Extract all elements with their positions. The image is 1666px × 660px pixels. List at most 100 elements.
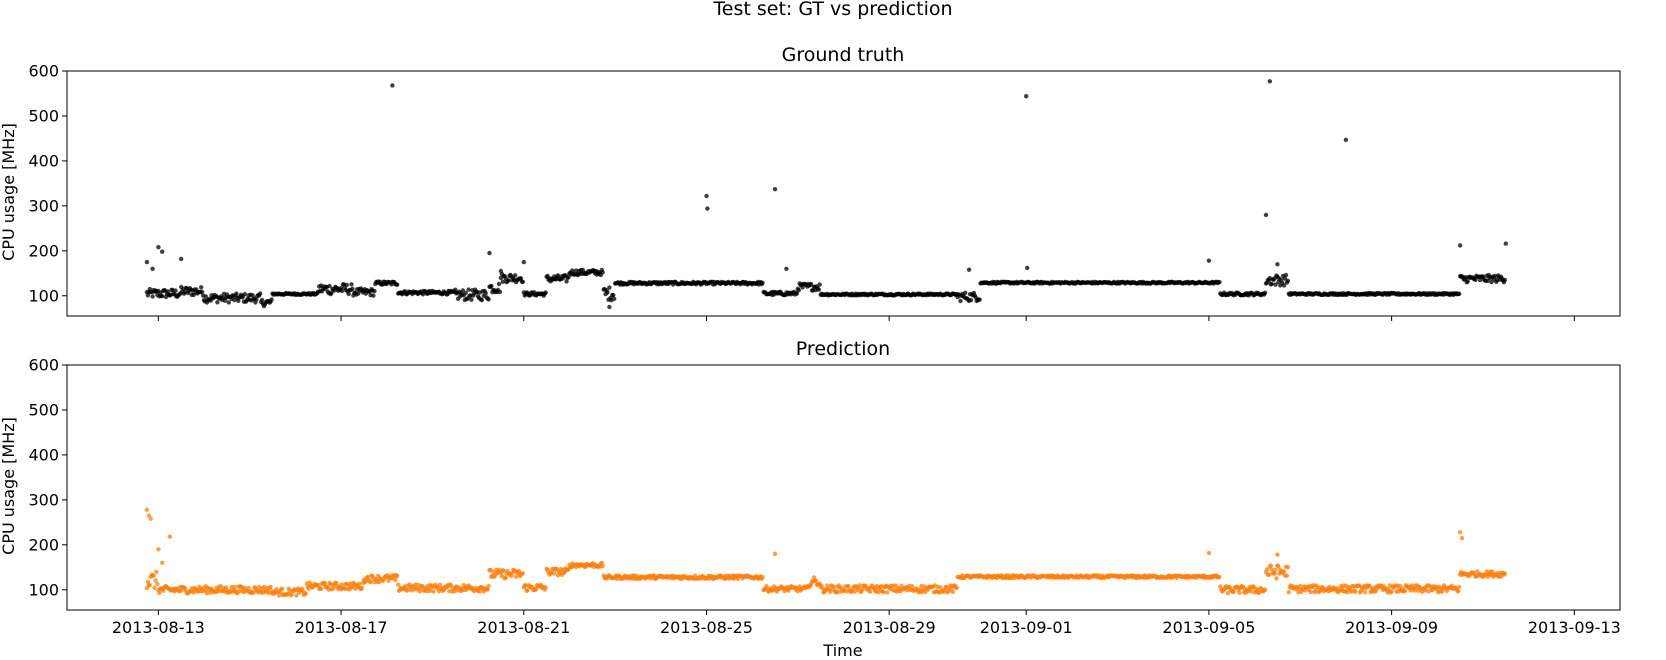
figure-suptitle: Test set: GT vs prediction <box>712 0 952 20</box>
data-point <box>497 289 503 295</box>
data-point <box>977 297 982 302</box>
data-point <box>489 283 494 289</box>
data-point <box>156 245 161 250</box>
data-point <box>1025 265 1030 271</box>
data-point <box>968 297 974 303</box>
data-point <box>199 289 205 295</box>
data-point <box>167 534 172 539</box>
data-point <box>938 585 943 590</box>
data-point <box>259 297 265 303</box>
data-point <box>1269 567 1274 572</box>
data-point <box>772 187 778 192</box>
y-tick-label: 200 <box>28 241 59 260</box>
data-point <box>1231 589 1236 594</box>
data-point <box>1456 589 1461 594</box>
data-point <box>1262 587 1268 592</box>
series-prediction <box>144 507 1508 598</box>
data-point <box>564 279 569 284</box>
data-point <box>566 275 571 280</box>
data-point <box>520 279 525 285</box>
data-point <box>612 296 617 301</box>
data-point <box>148 516 153 521</box>
data-point <box>329 290 334 296</box>
data-point <box>600 270 605 275</box>
data-point <box>215 300 220 305</box>
panel-title-prediction: Prediction <box>796 338 890 360</box>
data-point <box>1308 589 1313 595</box>
data-point <box>453 287 458 292</box>
data-point <box>501 568 506 573</box>
data-point <box>555 273 561 278</box>
data-point <box>395 574 400 579</box>
data-point <box>1206 550 1212 556</box>
data-point <box>817 282 822 287</box>
data-point <box>1274 576 1279 581</box>
data-point <box>234 291 239 296</box>
data-point <box>417 589 423 594</box>
data-point <box>339 288 345 294</box>
y-axis-prediction: 100 200 300 400 500 600 <box>28 356 67 599</box>
x-tick-label: 2013-08-17 <box>295 618 388 637</box>
x-axis-prediction: 2013-08-13 2013-08-17 2013-08-21 2013-08-25… <box>112 610 1621 637</box>
data-point <box>250 293 255 298</box>
data-point <box>390 83 395 88</box>
data-point <box>950 589 956 594</box>
data-point <box>496 281 502 287</box>
data-point <box>506 278 511 283</box>
data-point <box>704 193 709 199</box>
data-point <box>600 563 605 569</box>
data-point <box>156 547 161 552</box>
data-point <box>498 268 504 274</box>
y-tick-label: 300 <box>28 490 59 509</box>
data-point <box>1206 258 1212 263</box>
data-point <box>242 291 248 297</box>
data-point <box>1457 530 1463 535</box>
data-point <box>503 575 508 580</box>
data-point <box>486 583 491 589</box>
x-tick-label: 2013-09-01 <box>980 618 1073 637</box>
data-point <box>963 290 968 295</box>
data-point <box>268 584 273 590</box>
data-point <box>368 579 373 585</box>
data-point <box>796 288 801 293</box>
data-point <box>808 281 814 287</box>
data-point <box>954 585 959 591</box>
data-point <box>246 585 251 591</box>
y-tick-label: 400 <box>28 445 59 464</box>
data-point <box>160 293 165 299</box>
data-point <box>483 291 488 296</box>
y-axis-ground-truth: 100 200 300 400 500 600 <box>28 62 67 305</box>
data-point <box>1283 272 1289 278</box>
data-point <box>521 259 526 265</box>
data-point <box>303 591 308 596</box>
data-point <box>150 266 155 271</box>
data-point <box>165 289 171 294</box>
panel-prediction: Prediction CPU usage [MHz] 100 200 300 400 5… <box>0 338 1621 660</box>
data-point <box>1268 563 1274 568</box>
data-point <box>543 290 548 295</box>
data-point <box>469 297 474 302</box>
y-tick-label: 300 <box>28 196 59 215</box>
data-point <box>463 290 468 296</box>
data-point <box>1457 291 1462 296</box>
y-tick-label: 100 <box>28 580 59 599</box>
ylabel-prediction: CPU usage [MHz] <box>0 417 18 555</box>
x-tick-label: 2013-09-13 <box>1528 618 1621 637</box>
data-point <box>322 580 328 586</box>
data-point <box>1489 279 1494 285</box>
data-point <box>393 577 398 583</box>
data-point <box>254 297 259 302</box>
plot-frame-prediction <box>66 364 1621 611</box>
data-point <box>346 291 351 297</box>
data-point <box>485 587 490 592</box>
data-point <box>909 583 915 589</box>
data-point <box>1362 590 1368 595</box>
ylabel-ground-truth: CPU usage [MHz] <box>0 123 18 261</box>
data-point <box>486 297 491 302</box>
data-point <box>760 575 765 580</box>
panel-title-ground-truth: Ground truth <box>782 44 905 66</box>
data-point <box>386 578 391 583</box>
data-point <box>350 286 355 291</box>
data-point <box>794 291 800 296</box>
data-point <box>466 287 471 292</box>
